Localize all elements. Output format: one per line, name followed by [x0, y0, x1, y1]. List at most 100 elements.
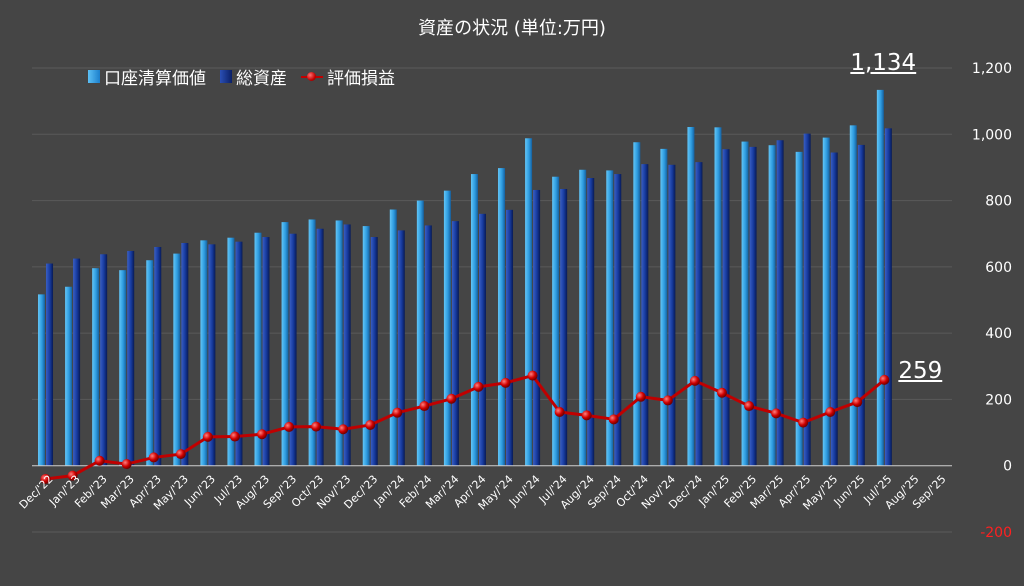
bar-account-value — [498, 168, 506, 466]
bar-total-assets — [289, 233, 297, 466]
bar-total-assets — [370, 237, 378, 466]
bar-total-assets — [424, 225, 432, 466]
bar-account-value — [741, 141, 749, 466]
point-unrealized-pl — [257, 429, 267, 440]
bar-total-assets — [668, 164, 676, 466]
legend-label-total-assets: 総資産 — [236, 69, 287, 89]
legend-label-account-value: 口座清算価値 — [104, 69, 206, 89]
bar-total-assets — [803, 133, 811, 466]
point-unrealized-pl — [689, 375, 700, 386]
bar-account-value — [281, 222, 289, 466]
bar-account-value — [146, 260, 154, 466]
bar-total-assets — [641, 164, 649, 466]
bar-total-assets — [181, 242, 189, 466]
point-unrealized-pl — [662, 395, 673, 406]
bar-total-assets — [262, 237, 270, 466]
point-unrealized-pl — [148, 452, 159, 463]
legend-label-unrealized-pl: 評価損益 — [327, 69, 395, 89]
bar-account-value — [92, 268, 100, 466]
bar-account-value — [308, 219, 316, 466]
point-unrealized-pl — [852, 397, 863, 408]
bar-total-assets — [100, 254, 108, 466]
bar-account-value — [38, 294, 46, 466]
bar-account-value — [633, 142, 641, 466]
bar-account-value — [227, 237, 235, 466]
point-unrealized-pl — [284, 421, 295, 432]
bar-total-assets — [154, 246, 162, 466]
point-unrealized-pl — [365, 419, 376, 430]
bar-total-assets — [208, 244, 216, 466]
bar-total-assets — [857, 144, 865, 466]
point-unrealized-pl — [40, 473, 51, 484]
bar-account-value — [552, 176, 560, 466]
bar-total-assets — [73, 258, 81, 466]
y-tick-label: 600 — [985, 260, 1012, 276]
bar-account-value — [254, 232, 262, 466]
bar-total-assets — [749, 146, 757, 466]
point-unrealized-pl — [717, 387, 727, 398]
callout-bar-latest: 1,134 — [850, 49, 917, 76]
point-unrealized-pl — [581, 410, 592, 421]
bar-total-assets — [830, 152, 838, 466]
bar-account-value — [389, 209, 397, 466]
bar-account-value — [660, 148, 668, 466]
bar-account-value — [200, 240, 208, 466]
point-unrealized-pl — [825, 407, 836, 418]
point-unrealized-pl — [554, 407, 565, 418]
bar-account-value — [335, 220, 343, 466]
bar-total-assets — [397, 230, 405, 466]
y-tick-label: 1,000 — [972, 127, 1012, 143]
bar-account-value — [173, 253, 181, 466]
bar-account-value — [714, 127, 722, 466]
point-unrealized-pl — [229, 431, 240, 442]
bar-account-value — [822, 137, 830, 466]
point-unrealized-pl — [527, 370, 538, 381]
bar-account-value — [849, 125, 857, 466]
point-unrealized-pl — [635, 391, 646, 402]
bar-total-assets — [343, 224, 351, 466]
bar-total-assets — [614, 174, 622, 466]
bar-total-assets — [478, 213, 486, 466]
point-unrealized-pl — [744, 401, 755, 412]
y-tick-label: 400 — [985, 326, 1012, 342]
bar-total-assets — [533, 189, 541, 466]
bar-account-value — [687, 126, 695, 466]
bar-account-value — [579, 169, 587, 466]
legend-item-account-value: 口座清算価値 — [88, 64, 206, 89]
point-unrealized-pl — [94, 455, 105, 466]
bar-account-value — [876, 89, 884, 466]
chart-legend: 口座清算価値 総資産 評価損益 — [88, 64, 409, 89]
bar-account-value — [416, 200, 424, 466]
bar-total-assets — [722, 149, 730, 466]
bar-account-value — [119, 270, 127, 466]
chart-title: 資産の状況 (単位:万円) — [418, 18, 606, 39]
point-unrealized-pl — [500, 377, 511, 388]
bar-account-value — [795, 151, 803, 466]
bar-total-assets — [316, 228, 324, 466]
point-unrealized-pl — [202, 431, 213, 442]
bar-total-assets — [451, 221, 459, 466]
bar-account-value — [362, 226, 370, 466]
point-unrealized-pl — [338, 424, 349, 435]
y-tick-label: 200 — [985, 392, 1012, 408]
x-tick-label: Dec/'22 — [17, 473, 56, 512]
point-unrealized-pl — [608, 414, 619, 425]
legend-item-unrealized-pl: 評価損益 — [301, 64, 395, 89]
point-unrealized-pl — [446, 393, 457, 404]
bar-total-assets — [776, 140, 784, 466]
line-unrealized-pl — [45, 374, 886, 481]
bar-total-assets — [127, 250, 135, 466]
point-unrealized-pl — [175, 449, 186, 460]
legend-swatch-unrealized-pl — [301, 70, 323, 84]
bar-account-value — [606, 170, 614, 466]
point-unrealized-pl — [392, 407, 403, 418]
point-unrealized-pl — [473, 381, 484, 392]
bar-total-assets — [46, 263, 54, 466]
y-tick-label: 800 — [985, 194, 1012, 210]
bar-total-assets — [235, 241, 243, 466]
legend-item-total-assets: 総資産 — [220, 64, 287, 89]
bar-total-assets — [587, 178, 595, 466]
point-unrealized-pl — [419, 401, 430, 412]
